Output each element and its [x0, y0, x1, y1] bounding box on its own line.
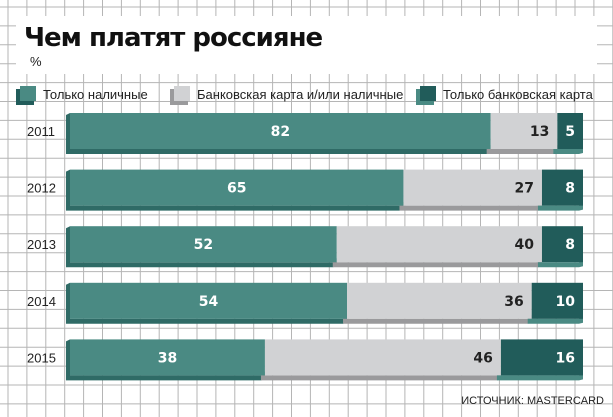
- category-label: 2012: [27, 181, 56, 196]
- bar-shadow: [496, 371, 583, 381]
- chart-subtitle: %: [30, 54, 42, 69]
- category-label: 2014: [27, 294, 56, 309]
- title-box: [16, 16, 597, 74]
- bar-segment: [70, 339, 265, 376]
- bar-side: [66, 169, 70, 210]
- bar-segment: [557, 113, 583, 149]
- bar-segment: [347, 282, 532, 319]
- bar-segment: [70, 282, 348, 319]
- bar-segment: [541, 169, 583, 206]
- bar-shadow: [66, 314, 348, 324]
- data-label: 13: [530, 124, 549, 140]
- bar-segment: [336, 226, 542, 263]
- data-label: 8: [565, 237, 575, 253]
- legend-label: Только наличные: [43, 87, 148, 102]
- legend-label: Банковская карта и/или наличные: [197, 87, 403, 102]
- bar-shadow: [537, 258, 583, 268]
- bar-side: [66, 339, 70, 380]
- legend-swatch: [420, 86, 436, 101]
- bar-shadow: [553, 145, 583, 154]
- bar-side: [66, 113, 70, 153]
- category-label: 2013: [27, 237, 56, 252]
- category-label: 2011: [27, 124, 55, 139]
- bar-shadow: [343, 314, 532, 324]
- data-label: 16: [556, 350, 575, 366]
- bar-shadow: [486, 145, 558, 154]
- bar-segment: [490, 113, 558, 149]
- bar-segment: [541, 226, 583, 263]
- data-label: 36: [504, 294, 523, 310]
- category-label: 2015: [27, 350, 56, 365]
- bar-segment: [264, 339, 501, 376]
- bar-shadow: [66, 201, 404, 211]
- bars: 2011 82 13 5 2012 65 27 8 2013 52 40 8 2014 54 36 10 201…: [27, 113, 583, 381]
- legend: Только наличные Банковская карта и/или на…: [16, 86, 594, 105]
- bar-shadow: [399, 201, 542, 211]
- data-label: 52: [194, 237, 213, 253]
- bar-shadow: [332, 258, 542, 268]
- bar-segment: [70, 226, 337, 263]
- bar-shadow: [66, 371, 265, 381]
- data-label: 8: [565, 181, 575, 197]
- bar-segment: [531, 282, 583, 319]
- legend-label: Только банковская карта: [443, 87, 594, 102]
- data-label: 38: [158, 350, 177, 366]
- data-label: 10: [556, 294, 576, 310]
- source-note: ИСТОЧНИК: MASTERCARD: [461, 395, 604, 407]
- bar-segment: [403, 169, 542, 206]
- bar-shadow: [66, 145, 491, 154]
- bar-shadow: [537, 201, 583, 211]
- data-label: 5: [565, 124, 575, 140]
- bar-segment: [70, 113, 491, 149]
- chart-title: Чем платят россияне: [24, 23, 323, 53]
- data-label: 46: [473, 350, 492, 366]
- bar-segment: [70, 169, 404, 206]
- data-label: 27: [514, 181, 533, 197]
- data-label: 54: [199, 294, 219, 310]
- bar-shadow: [66, 258, 337, 268]
- bar-shadow: [527, 314, 583, 324]
- legend-swatch: [20, 86, 36, 101]
- data-label: 82: [271, 124, 290, 140]
- bar-shadow: [260, 371, 501, 381]
- data-label: 65: [227, 181, 246, 197]
- bar-segment: [500, 339, 583, 376]
- bar-side: [66, 226, 70, 267]
- data-label: 40: [514, 237, 534, 253]
- legend-swatch: [174, 86, 190, 101]
- bar-side: [66, 282, 70, 323]
